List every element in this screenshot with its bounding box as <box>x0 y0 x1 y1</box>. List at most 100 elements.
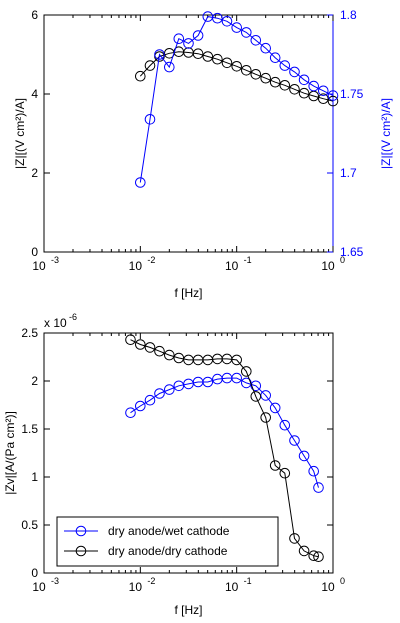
series-0 <box>125 372 324 493</box>
series-left-point <box>202 51 214 62</box>
x-tick-exponent: -1 <box>244 255 252 265</box>
series-left-line <box>139 51 334 102</box>
series-left-point <box>221 57 233 69</box>
y-axis-label: |Zv|[A/(Pa cm²)] <box>3 411 17 495</box>
x-tick-exponent: 0 <box>340 255 345 265</box>
series-right-point <box>144 114 156 125</box>
series-left-point <box>289 84 300 95</box>
series-left-point <box>269 76 281 88</box>
series-0-point <box>279 419 291 431</box>
series-0-point <box>269 402 281 414</box>
series-1-point <box>269 460 281 471</box>
series-right-point <box>279 60 291 71</box>
x-tick-label: 10 <box>225 259 239 273</box>
series-right-point <box>183 38 194 49</box>
series-left-point <box>212 53 223 65</box>
series-left-point <box>135 70 146 82</box>
series-0-line <box>130 377 319 488</box>
series-right <box>135 11 339 188</box>
series-left-point <box>144 60 156 71</box>
y-tick-label: 1.5 <box>21 422 38 436</box>
x-tick-label: 10 <box>129 259 143 273</box>
series-1-point <box>279 467 291 479</box>
x-tick-label: 10 <box>225 580 239 594</box>
x-tick-exponent: -3 <box>51 576 59 586</box>
series-right-point <box>318 85 329 97</box>
y-left-tick-label: 0 <box>31 245 38 259</box>
series-right-line <box>139 16 334 183</box>
series-left-point <box>250 69 262 80</box>
series-left <box>135 46 339 107</box>
series-left-point <box>260 72 272 84</box>
axes-frame <box>43 14 334 253</box>
series-right-point <box>212 12 223 24</box>
y-left-tick-label: 2 <box>31 166 38 180</box>
x-tick-exponent: -1 <box>244 576 252 586</box>
x-tick-label: 10 <box>321 259 335 273</box>
series-0-point <box>289 435 300 446</box>
series-right-point <box>164 61 175 73</box>
series-0-point <box>298 450 310 462</box>
series-0-point <box>308 465 320 477</box>
y-left-tick-label: 4 <box>31 87 38 101</box>
series-1-point <box>250 391 262 402</box>
bottom-plot: 10 -3 10 -2 10 -1 10 000.511.522.5x 10 -6f [Hz]|… <box>3 312 345 617</box>
x-tick-label: 10 <box>321 580 335 594</box>
series-right-point <box>269 52 281 64</box>
series-left-point <box>318 93 329 104</box>
series-left-point <box>279 80 291 91</box>
series-right-point <box>308 80 320 92</box>
x-tick-exponent: 0 <box>340 576 345 586</box>
series-1-point <box>231 354 242 366</box>
series-left-point <box>298 87 310 99</box>
series-left-point <box>192 48 204 60</box>
series-right-point <box>250 35 262 46</box>
series-0-point <box>144 394 156 406</box>
series-right-point <box>327 90 339 101</box>
series-1 <box>125 334 324 563</box>
y-right-tick-label: 1.65 <box>340 245 364 259</box>
x-tick-label: 10 <box>129 580 143 594</box>
series-1-point <box>154 345 165 357</box>
series-right-point <box>231 22 242 33</box>
x-axis-label: f [Hz] <box>174 603 202 617</box>
y-left-axis-label: |Z|[(V cm²)/A] <box>13 98 27 169</box>
legend-marker <box>75 525 87 537</box>
series-0-point <box>154 388 165 399</box>
x-tick-label: 10 <box>32 580 46 594</box>
series-1-point <box>125 334 136 346</box>
series-0-point <box>202 376 214 388</box>
y-tick-label: 2 <box>31 374 38 388</box>
y-left-tick-label: 6 <box>31 8 38 22</box>
series-right-point <box>173 33 185 45</box>
series-left-point <box>231 61 242 72</box>
y-multiplier: x 10 <box>44 316 67 330</box>
series-right-point <box>221 16 233 27</box>
series-0-point <box>313 482 324 493</box>
series-left-point <box>327 95 339 107</box>
y-tick-label: 0.5 <box>21 518 38 532</box>
series-1-point <box>298 545 310 557</box>
series-1-point <box>313 551 324 563</box>
series-right-point <box>241 27 252 38</box>
series-1-line <box>130 339 319 558</box>
series-right-point <box>260 42 272 54</box>
x-tick-exponent: -3 <box>51 255 59 265</box>
y-tick-label: 0 <box>31 566 38 580</box>
y-right-tick-label: 1.8 <box>340 8 357 22</box>
series-right-point <box>135 177 146 188</box>
series-0-point <box>164 384 175 395</box>
x-axis-label: f [Hz] <box>174 286 202 300</box>
series-right-point <box>298 74 310 86</box>
y-multiplier-exponent: -6 <box>69 312 77 322</box>
y-right-tick-label: 1.75 <box>340 87 364 101</box>
axes-frame <box>43 332 334 574</box>
series-1-point <box>144 342 156 353</box>
series-1-point <box>135 339 146 350</box>
series-0-point <box>231 372 242 384</box>
series-1-point <box>308 550 320 562</box>
y-tick-label: 1 <box>31 470 38 484</box>
legend: dry anode/wet cathode dry anode/dry catho… <box>56 516 279 567</box>
legend-box <box>56 516 279 567</box>
